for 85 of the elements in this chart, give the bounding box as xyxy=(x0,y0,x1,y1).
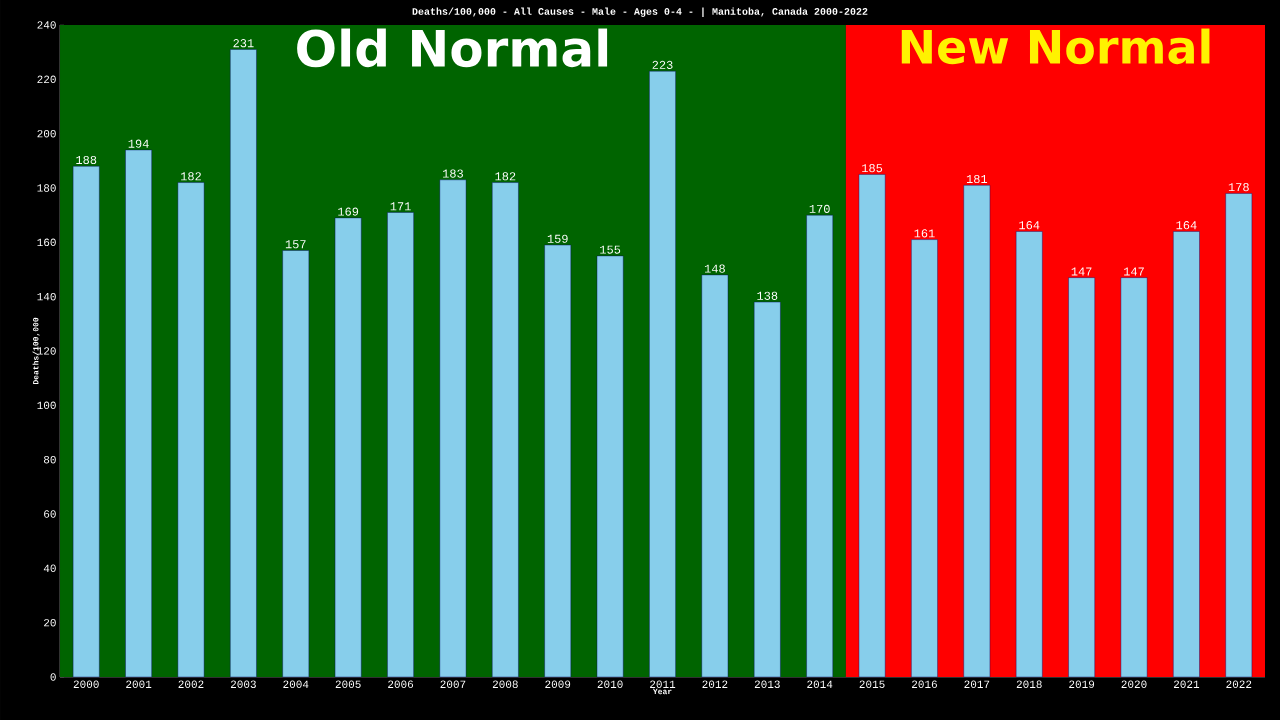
bar xyxy=(334,217,362,678)
data-label: 138 xyxy=(757,291,778,300)
bar xyxy=(282,250,310,678)
x-tick-label: 2000 xyxy=(73,680,99,688)
bar xyxy=(492,182,519,678)
bar xyxy=(963,185,991,678)
x-tick-label: 2014 xyxy=(807,680,833,688)
data-label: 155 xyxy=(600,245,621,254)
x-tick-label: 2015 xyxy=(859,680,885,688)
band-label: New Normal xyxy=(901,28,1210,65)
data-label: 231 xyxy=(233,39,254,48)
bar xyxy=(177,182,205,678)
data-label: 178 xyxy=(1228,183,1249,192)
bar xyxy=(439,179,467,678)
x-tick-label: 2022 xyxy=(1226,680,1252,688)
x-tick-label: 2008 xyxy=(492,680,518,688)
x-tick-label: 2009 xyxy=(545,680,571,688)
x-tick-label: 2017 xyxy=(964,680,990,688)
bar xyxy=(701,274,729,678)
data-label: 169 xyxy=(338,207,359,216)
data-label: 185 xyxy=(862,164,883,173)
x-tick-label: 2007 xyxy=(440,680,466,688)
x-tick-label: 2018 xyxy=(1016,680,1042,688)
x-tick-label: 2021 xyxy=(1173,680,1200,688)
y-tick-label: 100 xyxy=(37,401,56,410)
y-tick-label: 80 xyxy=(44,455,56,464)
bar xyxy=(1120,277,1148,678)
data-label: 170 xyxy=(809,204,830,213)
bar xyxy=(911,239,938,678)
x-tick-label: 2020 xyxy=(1121,680,1147,688)
bar xyxy=(544,244,572,678)
bar xyxy=(753,301,781,678)
x-tick-label: 2016 xyxy=(912,680,937,688)
x-tick-label: 2004 xyxy=(283,680,309,688)
y-tick-label: 40 xyxy=(43,564,56,573)
bar xyxy=(858,174,886,678)
x-tick-label: 2005 xyxy=(335,680,361,688)
data-label: 164 xyxy=(1176,221,1197,230)
data-label: 181 xyxy=(966,174,988,184)
bar xyxy=(596,255,624,678)
y-tick-label: 140 xyxy=(37,292,56,301)
x-tick-label: 2012 xyxy=(702,680,728,688)
bar xyxy=(1015,231,1043,678)
x-tick-label: 2001 xyxy=(126,680,152,688)
bar xyxy=(1068,277,1095,678)
data-label: 223 xyxy=(652,60,673,69)
x-tick-label: 2013 xyxy=(754,680,780,688)
data-label: 161 xyxy=(914,229,935,238)
y-tick-label: 0 xyxy=(50,673,56,681)
data-label: 194 xyxy=(128,139,149,148)
x-tick-label: 2006 xyxy=(388,680,414,688)
bar xyxy=(230,49,257,678)
y-tick-label: 240 xyxy=(37,21,56,29)
bar xyxy=(1225,193,1253,678)
y-tick-label: 220 xyxy=(37,75,56,84)
bar xyxy=(387,212,414,678)
bar xyxy=(649,70,676,678)
data-label: 159 xyxy=(547,234,568,243)
bar xyxy=(72,166,100,678)
bar xyxy=(1173,231,1200,678)
bar xyxy=(125,149,152,678)
y-tick-label: 180 xyxy=(37,184,56,192)
bar xyxy=(806,214,833,678)
x-tick-label: 2011 xyxy=(650,680,676,688)
band-label: Old Normal xyxy=(297,28,608,68)
data-label: 182 xyxy=(181,172,201,181)
data-label: 171 xyxy=(390,202,411,211)
x-tick-label: 2003 xyxy=(230,680,256,688)
data-label: 164 xyxy=(1019,221,1040,230)
data-label: 147 xyxy=(1124,267,1144,276)
y-tick-label: 60 xyxy=(44,510,56,518)
x-tick-label: 2010 xyxy=(597,680,623,688)
data-label: 183 xyxy=(443,169,463,178)
data-label: 188 xyxy=(76,155,97,165)
data-label: 157 xyxy=(285,240,306,249)
data-label: 147 xyxy=(1071,267,1092,276)
y-tick-label: 200 xyxy=(37,129,56,138)
data-label: 182 xyxy=(495,172,516,181)
data-label: 148 xyxy=(704,264,725,273)
x-tick-label: 2019 xyxy=(1069,680,1095,688)
y-tick-label: 160 xyxy=(37,238,56,247)
x-tick-label: 2002 xyxy=(178,680,204,688)
chart-title: Deaths/100,000 - All Causes - Male - Ages 0-4 - | Manitoba, Canada 2000-2022 xyxy=(412,7,868,17)
x-axis-title: Year xyxy=(652,688,672,695)
y-tick-label: 20 xyxy=(44,618,56,627)
